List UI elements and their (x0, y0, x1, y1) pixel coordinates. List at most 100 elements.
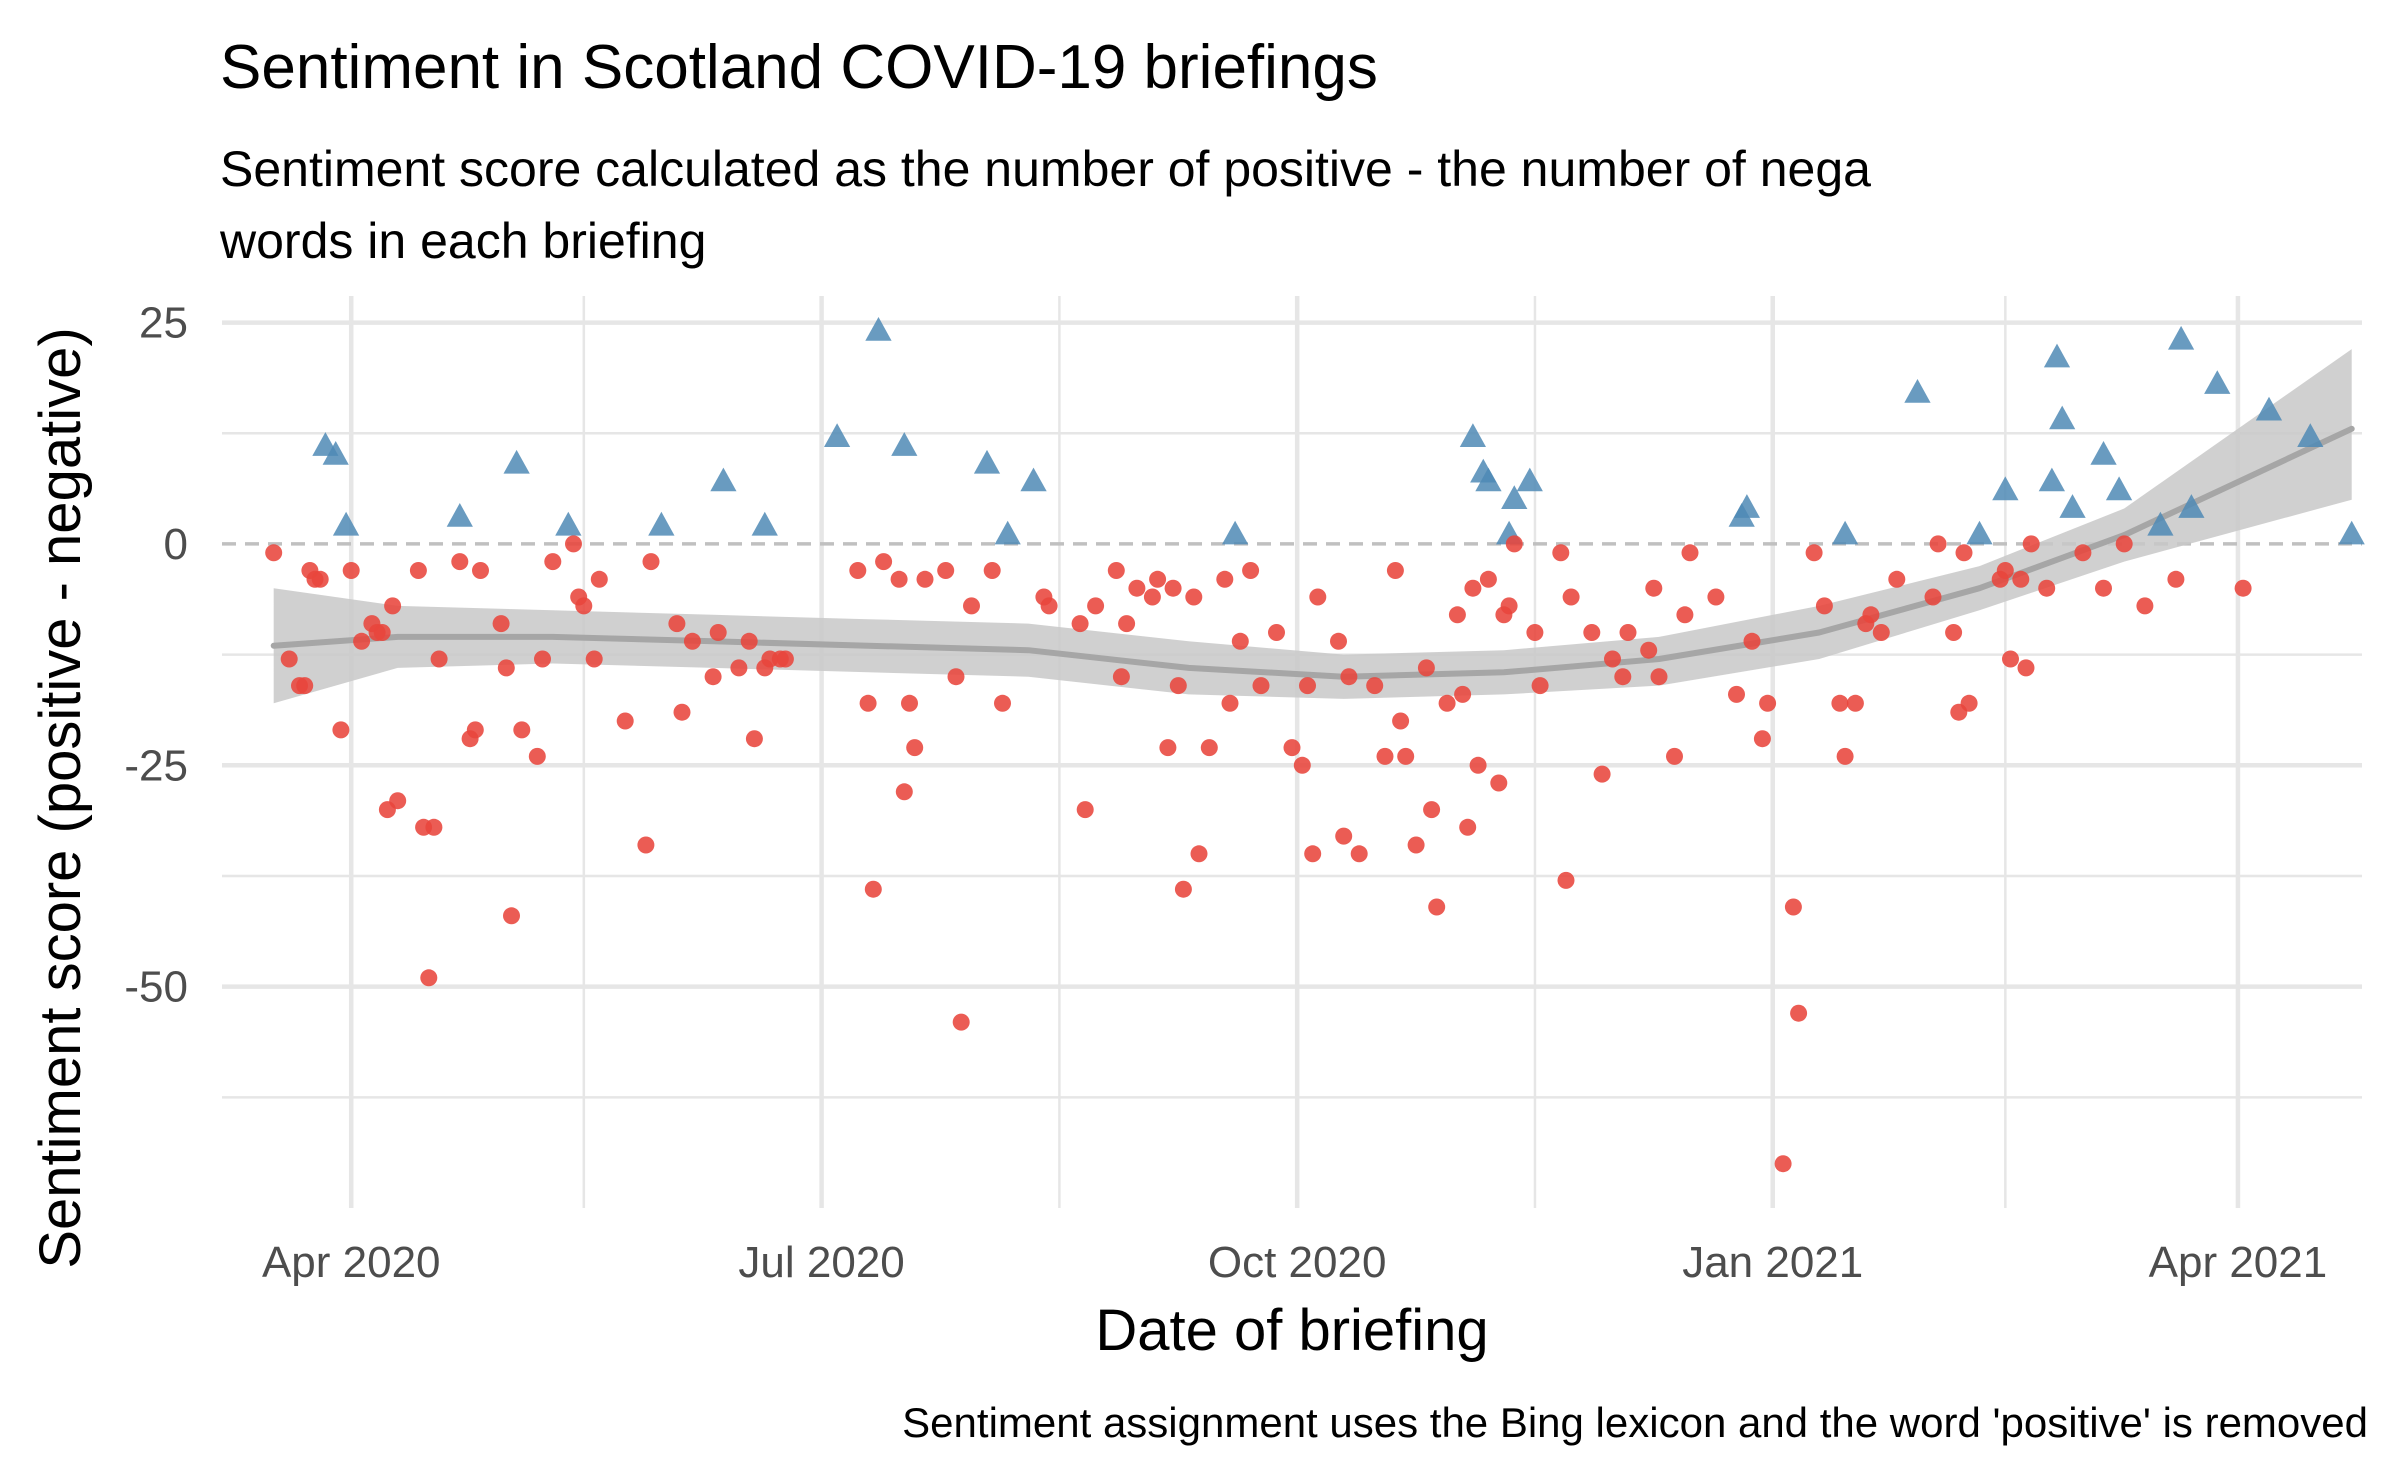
positive-point-triangle (1222, 520, 1249, 545)
negative-point-circle (1862, 606, 1880, 624)
smooth-trend-line (270, 425, 2355, 680)
negative-point-circle (1216, 570, 1234, 588)
negative-point-circle (1619, 624, 1637, 641)
positive-point-triangle (1475, 467, 1502, 492)
negative-point-circle (1304, 845, 1322, 863)
negative-point-circle (1423, 801, 1441, 819)
negative-point-circle (311, 570, 329, 588)
negative-point-circle (1707, 588, 1725, 606)
x-tick-label: Jan 2021 (1682, 1238, 1863, 1287)
positive-point-triangle (446, 503, 473, 527)
negative-point-circle (730, 659, 748, 677)
negative-point-circle (1087, 597, 1105, 615)
negative-point-circle (745, 730, 763, 748)
negative-point-circle (1681, 544, 1699, 562)
positive-point-triangle (865, 317, 892, 341)
negative-point-circle (1350, 845, 1368, 863)
negative-point-circle (1583, 624, 1601, 641)
negative-point-circle (265, 544, 283, 562)
negative-point-circle (668, 615, 686, 633)
positive-point-triangle (710, 467, 737, 492)
positive-point-triangle (2338, 520, 2365, 545)
positive-point-triangle (2204, 370, 2231, 394)
negative-point-circle (1955, 544, 1973, 562)
chart-subtitle-line-2: words in each briefing (219, 213, 706, 269)
negative-point-circle (1531, 677, 1549, 695)
negative-point-circle (637, 836, 655, 854)
positive-point-triangle (1904, 379, 1931, 403)
negative-point-circle (1128, 579, 1146, 597)
positive-point-triangle (1516, 467, 1543, 492)
confidence-ribbon-layer (270, 349, 2355, 704)
x-tick-label: Oct 2020 (1208, 1238, 1387, 1287)
negative-point-circle (1366, 677, 1384, 695)
positive-point-triangle (891, 432, 918, 456)
negative-point-circle (425, 818, 443, 836)
negative-point-circle (296, 677, 314, 695)
positive-point-triangle (1832, 520, 1859, 545)
negative-point-circle (1107, 562, 1125, 579)
negative-point-circle (497, 659, 515, 677)
positive-point-triangle (2049, 405, 2076, 430)
negative-point-circle (1428, 898, 1446, 916)
negative-point-circle (332, 721, 350, 739)
x-tick-label: Apr 2021 (2149, 1238, 2328, 1287)
negative-point-circle (1924, 588, 1942, 606)
negative-point-circle (1728, 685, 1745, 703)
x-tick-label: Jul 2020 (738, 1238, 904, 1287)
negative-point-circle (2074, 544, 2092, 562)
negative-point-circle (1386, 562, 1404, 579)
positive-point-triangle (1459, 423, 1486, 447)
negative-point-circle (1743, 632, 1761, 650)
positive-point-triangle (2147, 511, 2174, 536)
positive-point-triangle (994, 520, 1021, 545)
negative-point-circle (1169, 677, 1187, 695)
negative-point-circle (2002, 650, 2019, 668)
negative-point-circle (1929, 535, 1947, 553)
negative-point-circle (2234, 579, 2252, 597)
negative-point-circle (1479, 570, 1497, 588)
negative-point-circle (1112, 668, 1130, 686)
chart-caption: Sentiment assignment uses the Bing lexic… (902, 1399, 2368, 1446)
negative-point-circle (466, 721, 484, 739)
tick-labels: Apr 2020 Jul 2020 Oct 2020 Jan 2021 Apr 2021… (124, 299, 2327, 1287)
negative-point-circle (1340, 668, 1358, 686)
negative-point-circle (1552, 544, 1570, 562)
negative-point-circle (1076, 801, 1094, 819)
negative-point-circle (420, 969, 438, 987)
negative-point-circle (1888, 570, 1906, 588)
negative-point-circle (1872, 624, 1890, 641)
negative-point-circle (1774, 1155, 1792, 1173)
positive-point-triangle (1020, 467, 1047, 492)
negative-point-circle (565, 535, 582, 553)
y-tick-label: 0 (164, 520, 188, 569)
negative-point-circle (1614, 668, 1632, 686)
negative-point-circle (503, 907, 520, 925)
positive-point-triangle (2038, 467, 2065, 492)
positive-point-triangle (2178, 494, 2205, 518)
negative-point-circle (895, 783, 913, 801)
negative-point-circle (1185, 588, 1203, 606)
negative-point-circle (937, 562, 955, 579)
negative-point-circle (642, 553, 660, 571)
negative-point-circle (575, 597, 593, 615)
negative-point-circle (1490, 774, 1508, 792)
negative-point-circle (1040, 597, 1058, 615)
negative-point-circle (704, 668, 722, 686)
negative-point-circle (1604, 650, 1621, 668)
negative-point-circle (1593, 765, 1611, 783)
negative-point-circle (1815, 597, 1833, 615)
y-tick-label: -25 (124, 741, 188, 790)
negative-point-circle (590, 570, 608, 588)
negative-point-circle (875, 553, 893, 571)
negative-point-circle (1293, 756, 1311, 774)
negative-point-circle (1945, 624, 1963, 641)
chart-subtitle-line-1: Sentiment score calculated as the number… (220, 141, 1871, 197)
negative-point-circle (2136, 597, 2154, 615)
negative-point-circle (2095, 579, 2112, 597)
negative-point-circle (1242, 562, 1260, 579)
negative-point-circle (1650, 668, 1668, 686)
negative-point-circle (1836, 747, 1854, 765)
positive-point-triangle (2168, 325, 2195, 350)
positive-point-triangle (824, 423, 851, 447)
